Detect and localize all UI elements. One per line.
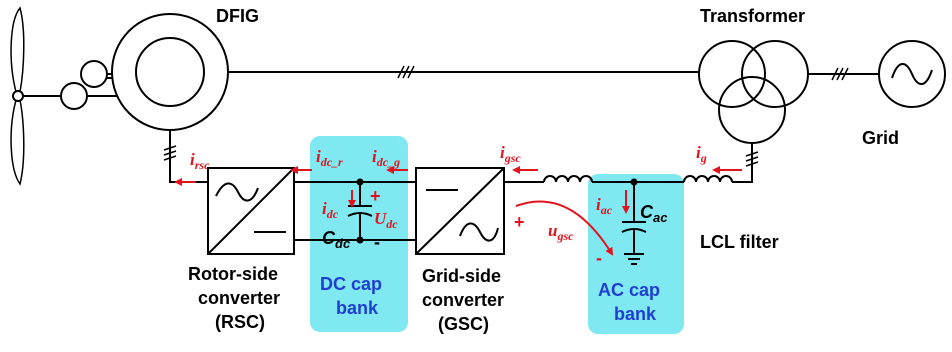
gsc-converter-icon bbox=[415, 167, 505, 255]
inductor-grid-icon bbox=[683, 175, 733, 183]
i-rsc-label: irsc bbox=[190, 150, 210, 172]
ground-icon bbox=[624, 253, 644, 265]
i-ac-label: iac bbox=[596, 195, 613, 217]
i-dc-r-label: idc_r bbox=[316, 147, 343, 169]
i-gsc-label: igsc bbox=[500, 143, 521, 165]
c-dc-label: Cdc bbox=[322, 228, 351, 251]
gsc-label-line1: Grid-side bbox=[422, 266, 501, 286]
dfig-label: DFIG bbox=[216, 6, 259, 26]
udc-minus-sign: - bbox=[374, 232, 380, 252]
ugsc-plus-sign: + bbox=[514, 212, 525, 232]
i-dc-g-label: idc_g bbox=[372, 147, 400, 169]
ac-cap-bank-label-line2: bank bbox=[614, 304, 657, 324]
transformer-icon bbox=[698, 40, 809, 144]
udc-plus-sign: + bbox=[370, 186, 381, 206]
c-ac-label: Cac bbox=[640, 202, 668, 225]
ac-cap-bank-label-line1: AC cap bbox=[598, 280, 660, 300]
gearbox-icon bbox=[60, 60, 140, 110]
inductor-icon bbox=[543, 175, 593, 183]
gsc-label-line2: converter bbox=[422, 290, 504, 310]
rsc-label-line3: (RSC) bbox=[215, 312, 265, 332]
dc-cap-bank-label-line1: DC cap bbox=[320, 274, 382, 294]
transformer-label: Transformer bbox=[700, 6, 805, 26]
i-g-label: ig bbox=[696, 143, 707, 165]
rsc-label-line1: Rotor-side bbox=[188, 264, 278, 284]
ugsc-minus-sign: - bbox=[596, 248, 602, 268]
ac-source-icon bbox=[878, 40, 946, 108]
grid-label: Grid bbox=[862, 128, 899, 148]
dc-cap-bank-label-line2: bank bbox=[336, 298, 379, 318]
u-dc-label: Udc bbox=[374, 209, 398, 231]
u-gsc-label: ugsc bbox=[548, 221, 574, 243]
generator-icon bbox=[111, 13, 229, 131]
ac-capacitor-icon bbox=[621, 182, 647, 254]
rsc-label-line2: converter bbox=[198, 288, 280, 308]
i-dc-label: idc bbox=[322, 199, 339, 221]
wind-turbine-icon bbox=[10, 6, 120, 186]
lcl-filter-label: LCL filter bbox=[700, 232, 779, 252]
gsc-label-line3: (GSC) bbox=[438, 314, 489, 334]
rsc-converter-icon bbox=[207, 167, 295, 255]
